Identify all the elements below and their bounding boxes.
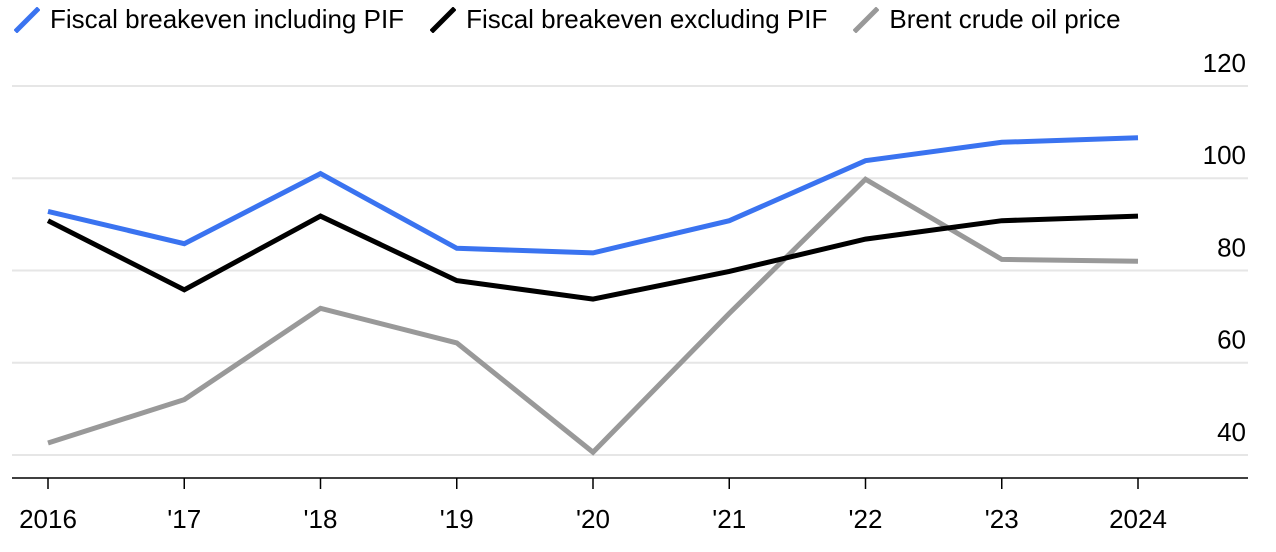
- legend-swatch-brent: [853, 6, 880, 33]
- x-tick-label: '20: [576, 504, 610, 534]
- y-tick-label-40: 40: [1217, 417, 1246, 447]
- y-tick-label-120: 120: [1203, 48, 1246, 78]
- legend-item-including-pif: Fiscal breakeven including PIF: [14, 4, 404, 35]
- series-line-brent: [47, 176, 1139, 456]
- legend-swatch-excluding-pif: [430, 6, 457, 33]
- y-axis-ticks: 40 60 80 100 120: [1203, 48, 1246, 447]
- series-line-excluding-pif: [46, 213, 1139, 302]
- x-tick-label: '18: [304, 504, 338, 534]
- x-tick-label: '21: [712, 504, 746, 534]
- series-line-including-pif: [47, 135, 1139, 256]
- legend-label-including-pif: Fiscal breakeven including PIF: [50, 4, 405, 34]
- legend-label-brent: Brent crude oil price: [889, 4, 1121, 34]
- legend-item-excluding-pif: Fiscal breakeven excluding PIF: [430, 4, 827, 35]
- y-tick-label-100: 100: [1203, 140, 1246, 170]
- legend-item-brent: Brent crude oil price: [853, 4, 1121, 35]
- y-tick-label-60: 60: [1217, 325, 1246, 355]
- legend: Fiscal breakeven including PIF Fiscal br…: [14, 4, 1147, 35]
- series-lines: [46, 135, 1139, 456]
- x-tick-label: 2024: [1109, 504, 1167, 534]
- x-axis: 2016 '17 '18 '19 '20 '21 '22 '23 2024: [12, 477, 1248, 534]
- legend-label-excluding-pif: Fiscal breakeven excluding PIF: [466, 4, 828, 34]
- x-tick-label: '23: [985, 504, 1019, 534]
- legend-swatch-including-pif: [14, 6, 40, 33]
- x-tick-label: 2016: [19, 504, 77, 534]
- y-tick-label-80: 80: [1217, 232, 1246, 262]
- x-tick-label: '17: [167, 504, 201, 534]
- x-tick-label: '22: [849, 504, 883, 534]
- gridlines: [12, 85, 1248, 456]
- x-tick-label: '19: [440, 504, 474, 534]
